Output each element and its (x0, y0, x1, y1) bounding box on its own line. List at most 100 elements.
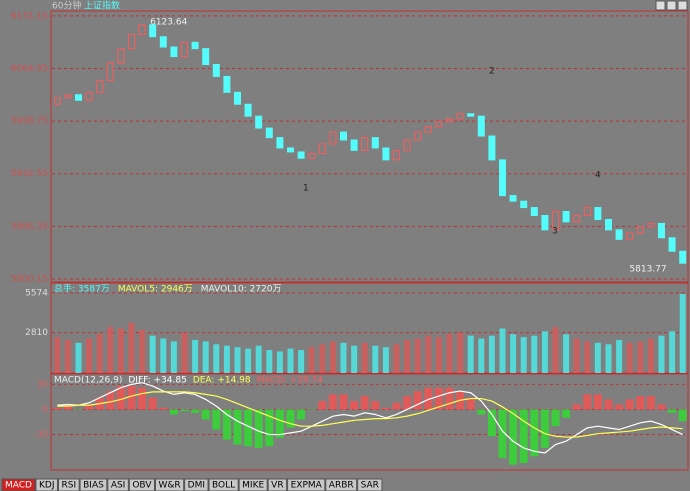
volume-bar (170, 341, 177, 373)
tab[interactable]: RSI (57, 478, 80, 491)
candle-body (488, 135, 496, 161)
tab[interactable]: BIAS (79, 478, 108, 491)
tab-label: KDJ (39, 481, 55, 491)
volume-bar (605, 344, 612, 373)
volume-bar (340, 342, 347, 373)
candle-body (265, 127, 273, 139)
y-tick-label: 6064.95 (11, 64, 48, 74)
candle-body (636, 226, 644, 234)
tab[interactable]: KDJ (35, 478, 58, 491)
candle-body (181, 41, 188, 58)
max-label: 6123.64 (150, 18, 187, 28)
legend-text: 总手: 3587万 (54, 283, 110, 295)
tab-bg (357, 478, 383, 491)
volume-bar (541, 331, 548, 373)
volume-bar (446, 334, 453, 373)
macd-bar (297, 409, 306, 420)
tab[interactable]: ASI (107, 478, 129, 491)
volume-bar (117, 328, 124, 373)
candle-body (552, 211, 559, 231)
macd-bar (403, 396, 412, 410)
volume-bar (255, 345, 262, 373)
macd-bar (625, 399, 634, 410)
macd-bar (551, 409, 560, 427)
volume-bar (520, 337, 527, 373)
candle-body (573, 214, 581, 223)
tab[interactable]: SAR (357, 478, 383, 491)
tab[interactable]: MACD (1, 478, 36, 491)
volume-bar (75, 342, 82, 373)
macd-bar (593, 394, 602, 410)
tab[interactable]: DMI (184, 478, 209, 491)
candle-body (350, 139, 358, 151)
volume-bar (192, 339, 199, 373)
candle-body (668, 237, 676, 252)
volume-bar (658, 335, 665, 373)
candle-body (106, 62, 114, 81)
candle-body (403, 139, 411, 151)
tab[interactable]: OBV (128, 478, 155, 491)
volume-bar (478, 338, 485, 373)
macd-bar (265, 409, 274, 447)
candle-body (456, 113, 464, 120)
candle-body (435, 121, 443, 127)
candle-body (371, 137, 379, 149)
candle-body (382, 147, 390, 161)
candle-body (446, 118, 453, 123)
candle-body (297, 151, 305, 159)
wave-label: 2 (489, 67, 495, 77)
button[interactable] (677, 0, 688, 11)
button[interactable] (666, 0, 677, 11)
candle-body (255, 115, 263, 129)
candle-body (562, 211, 570, 223)
candle-body (234, 91, 241, 105)
volume-bar (213, 344, 220, 373)
volume-bar (382, 347, 389, 373)
volume-bar (329, 341, 336, 373)
tab-label: BOLL (212, 481, 235, 491)
tab[interactable]: BOLL (208, 478, 239, 491)
volume-bar (351, 345, 358, 373)
volume-bar (457, 332, 464, 373)
candle-body (615, 229, 623, 240)
tab[interactable]: EXPMA (287, 478, 326, 491)
macd-bar (116, 386, 125, 410)
tab[interactable]: W&R (154, 478, 185, 491)
tab[interactable]: ARBR (325, 478, 358, 491)
macd-bar (201, 409, 210, 420)
volume-bar (234, 347, 241, 373)
candle-body (117, 48, 125, 64)
candle-body (583, 207, 591, 216)
min-label: 5813.77 (629, 265, 666, 275)
volume-bar (160, 338, 167, 373)
macd-bar (657, 404, 666, 410)
macd-bar (85, 404, 94, 410)
macd-bar (127, 386, 136, 410)
candle-body (212, 64, 220, 77)
macd-bar (106, 391, 115, 410)
macd-bar (318, 401, 327, 410)
candle-body (361, 137, 369, 151)
macd-bar (562, 409, 571, 418)
tab[interactable]: VR (267, 478, 288, 491)
tab-bg (107, 478, 129, 491)
candle-body (647, 222, 655, 228)
macd-bar (445, 387, 454, 410)
candle-body (85, 91, 93, 101)
candle-body (605, 218, 612, 231)
candle-body (509, 195, 517, 202)
tab-bg (287, 478, 326, 491)
volume-bar (266, 350, 273, 373)
tab[interactable]: MIKE (238, 478, 268, 491)
y-tick-label: 30 (37, 380, 49, 390)
macd-bar (519, 409, 528, 463)
macd-bar (636, 396, 645, 410)
legend-text: DIFF: +34.85 (128, 376, 186, 386)
volume-bar (139, 329, 146, 373)
candle-body (159, 36, 167, 48)
macd-bar (509, 409, 518, 465)
diff-line (57, 382, 683, 454)
dea-line (57, 391, 683, 438)
macd-bar (540, 409, 549, 448)
button[interactable] (655, 0, 666, 11)
